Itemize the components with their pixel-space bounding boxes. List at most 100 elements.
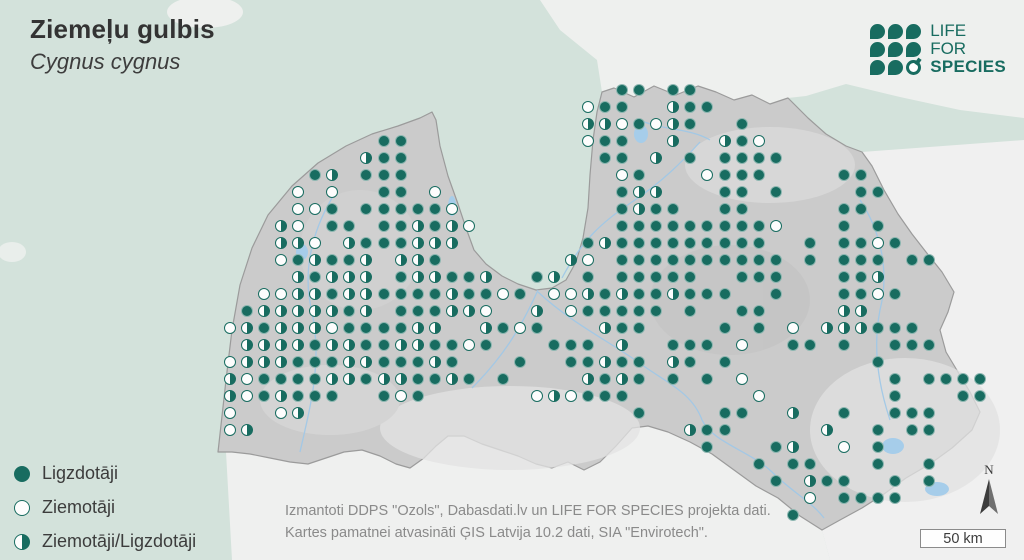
occurrence-dot-winterer-breeder: [292, 407, 305, 419]
occurrence-dot-breeder: [889, 492, 901, 504]
occurrence-dot-winterer-breeder: [292, 237, 305, 249]
occurrence-dot-winterer-breeder: [462, 305, 475, 317]
occurrence-dot-breeder: [974, 390, 987, 402]
occurrence-dot-breeder: [871, 220, 884, 232]
occurrence-dot-breeder: [496, 373, 509, 385]
lithuania-landmass: [226, 426, 830, 560]
occurrence-dot-winterer: [735, 339, 748, 351]
occurrence-dot-breeder: [309, 271, 322, 283]
occurrence-dot-breeder: [735, 186, 748, 198]
occurrence-dot-breeder: [837, 475, 850, 487]
occurrence-dot-breeder: [718, 237, 731, 249]
occurrence-dot-winterer-breeder: [411, 322, 424, 334]
occurrence-dot-winterer: [428, 186, 441, 198]
occurrence-dot-breeder: [837, 237, 850, 249]
occurrence-dot-breeder: [616, 135, 629, 147]
occurrence-dot-breeder: [360, 237, 373, 249]
occurrence-dot-breeder: [411, 288, 424, 300]
occurrence-dot-winterer: [275, 407, 288, 419]
occurrence-dot-winterer-breeder: [479, 271, 492, 283]
occurrence-dot-breeder: [377, 135, 390, 147]
occurrence-dot-winterer: [616, 169, 629, 181]
occurrence-dot-breeder: [837, 203, 850, 215]
occurrence-dot-breeder: [769, 475, 782, 487]
occurrence-dot-breeder: [701, 254, 714, 266]
occurrence-dot-breeder: [906, 322, 919, 334]
occurrence-dot-winterer-breeder: [820, 322, 833, 334]
occurrence-dot-breeder: [718, 424, 731, 436]
occurrence-dot-breeder: [343, 322, 356, 334]
credits-line-1: Izmantoti DDPS "Ozols", Dabasdati.lv un …: [285, 503, 771, 519]
occurrence-dot-breeder: [616, 237, 629, 249]
occurrence-dot-winterer-breeder: [275, 390, 288, 402]
occurrence-dot-winterer-breeder: [275, 339, 288, 351]
occurrence-dot-breeder: [411, 305, 424, 317]
occurrence-dot-winterer-breeder: [616, 288, 629, 300]
occurrence-dot-winterer-breeder: [445, 305, 458, 317]
occurrence-dot-winterer: [735, 373, 748, 385]
occurrence-dot-breeder: [684, 254, 697, 266]
logo-magnifier-icon: [906, 59, 922, 75]
occurrence-dot-breeder: [718, 254, 731, 266]
occurrence-dot-winterer-breeder: [599, 322, 612, 334]
occurrence-dot-breeder: [309, 356, 322, 368]
occurrence-dot-breeder: [889, 373, 901, 385]
occurrence-dot-breeder: [786, 458, 799, 470]
occurrence-dot-winterer: [224, 424, 237, 436]
occurrence-dot-winterer-breeder: [360, 288, 373, 300]
occurrence-dot-breeder: [854, 254, 867, 266]
occurrence-dot-winterer: [326, 186, 339, 198]
occurrence-dot-breeder: [735, 135, 748, 147]
occurrence-dot-breeder: [599, 390, 612, 402]
occurrence-dot-winterer-breeder: [394, 339, 407, 351]
occurrence-dot-breeder: [633, 220, 646, 232]
occurrence-dot-breeder: [923, 339, 936, 351]
logo-drop-icon: [870, 59, 886, 75]
occurrence-dot-winterer-breeder: [428, 237, 441, 249]
occurrence-dot-breeder: [428, 305, 441, 317]
occurrence-dot-breeder: [735, 271, 748, 283]
occurrence-dot-breeder: [633, 237, 646, 249]
occurrence-dot-breeder: [343, 220, 356, 232]
occurrence-dot-winterer: [650, 118, 663, 130]
occurrence-dot-winterer-breeder: [667, 118, 680, 130]
occurrence-dot-breeder: [343, 254, 356, 266]
occurrence-dot-winterer-breeder: [343, 339, 356, 351]
filled-circle-icon: [14, 465, 30, 482]
occurrence-dot-winterer-breeder: [633, 186, 646, 198]
occurrence-dot-breeder: [837, 169, 850, 181]
occurrence-dot-breeder: [616, 152, 629, 164]
occurrence-dot-breeder: [650, 271, 663, 283]
occurrence-dot-breeder: [650, 254, 663, 266]
occurrence-dot-breeder: [616, 186, 629, 198]
occurrence-dot-winterer: [292, 220, 305, 232]
occurrence-dot-winterer-breeder: [292, 288, 305, 300]
occurrence-dot-winterer: [275, 254, 288, 266]
occurrence-dot-breeder: [599, 305, 612, 317]
occurrence-dot-winterer-breeder: [377, 373, 390, 385]
occurrence-dot-winterer-breeder: [445, 237, 458, 249]
logo-drop-icon: [906, 41, 922, 57]
logo-drop-icon: [906, 23, 922, 39]
occurrence-dot-winterer-breeder: [445, 220, 458, 232]
occurrence-dot-winterer-breeder: [411, 220, 424, 232]
occurrence-dot-breeder: [633, 254, 646, 266]
occurrence-dot-breeder: [633, 84, 646, 96]
occurrence-dot-winterer-breeder: [786, 407, 799, 419]
occurrence-dot-winterer-breeder: [530, 305, 543, 317]
occurrence-dot-breeder: [769, 152, 782, 164]
occurrence-dot-winterer-breeder: [548, 390, 560, 402]
occurrence-dot-breeder: [565, 356, 578, 368]
credits-line-2: Kartes pamatnei atvasināti ĢIS Latvija 1…: [285, 525, 708, 541]
occurrence-dot-breeder: [394, 186, 407, 198]
occurrence-dot-breeder: [684, 152, 697, 164]
occurrence-dot-breeder: [957, 373, 970, 385]
occurrence-dot-breeder: [343, 305, 356, 317]
occurrence-dot-winterer-breeder: [820, 424, 833, 436]
occurrence-dot-winterer-breeder: [411, 254, 424, 266]
occurrence-dot-winterer: [871, 288, 884, 300]
occurrence-dot-breeder: [616, 271, 629, 283]
occurrence-dot-breeder: [513, 356, 526, 368]
occurrence-dot-breeder: [837, 271, 850, 283]
occurrence-dot-winterer: [241, 373, 254, 385]
